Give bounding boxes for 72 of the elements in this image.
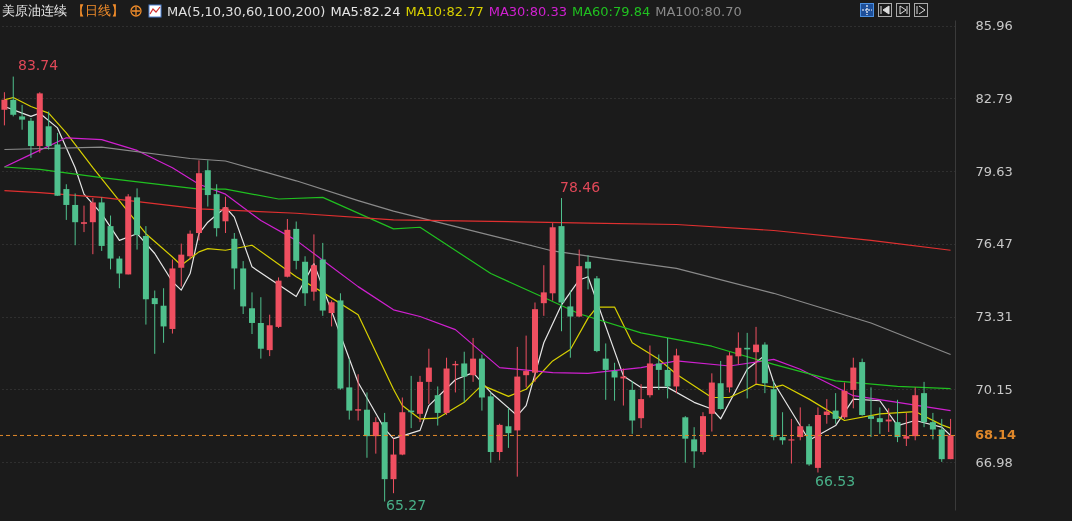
candlestick (10, 76, 17, 117)
candlestick (187, 229, 194, 260)
candlestick (540, 264, 547, 317)
chart-title: 美原油连续 (2, 2, 67, 20)
line-series (3, 190, 952, 251)
y-tick-label: 66.98 (975, 454, 1013, 470)
candlestick (611, 362, 618, 402)
text: MA30:80.33 (488, 3, 567, 19)
candlestick (868, 386, 874, 438)
y-tick-label: 79.63 (975, 163, 1013, 179)
annotation: 78.46 (560, 179, 601, 195)
legend-title: MA(5,10,30,60,100,200) (167, 3, 326, 19)
line-series (3, 146, 952, 356)
candlestick (160, 287, 167, 344)
candlestick (1, 91, 8, 126)
candlestick (470, 337, 477, 383)
y-tick-label: 82.79 (975, 90, 1013, 106)
candlestick (850, 357, 857, 409)
candlestick (753, 326, 760, 385)
y-tick-label: 73.31 (975, 309, 1013, 325)
candlestick (735, 331, 742, 365)
candlestick (691, 426, 698, 469)
candlestick (779, 411, 786, 446)
candlestick (876, 406, 883, 435)
candlestick (461, 351, 468, 403)
candlestick (72, 192, 79, 246)
candlestick (178, 243, 185, 288)
annotation: 65.27 (386, 497, 427, 513)
candlestick (116, 255, 123, 289)
candlestick (638, 383, 645, 429)
candlestick (63, 183, 70, 221)
y-tick-label: 85.96 (975, 18, 1013, 34)
candlestick (355, 373, 362, 422)
candlestick (505, 407, 512, 449)
text: MA100:80.70 (655, 3, 742, 19)
chart-subtitle: 【日线】 (72, 2, 124, 20)
candlestick (602, 342, 609, 401)
text: MA10:82.77 (405, 3, 484, 19)
candlestick (346, 358, 353, 421)
ref-line-label: 68.14 (975, 427, 1017, 443)
annotation: 83.74 (18, 57, 59, 73)
candlestick (523, 335, 530, 388)
candlestick (425, 348, 432, 405)
candlestick (585, 254, 592, 290)
candlestick (788, 418, 795, 465)
candlestick (151, 290, 158, 355)
candlestick (664, 337, 671, 399)
candlestick (89, 197, 96, 255)
text: MA5:82.24 (330, 3, 401, 19)
text: MA60:79.84 (571, 3, 651, 19)
line-series (3, 137, 952, 412)
candlestick (222, 196, 229, 234)
candlestick (797, 406, 804, 441)
candlestick (929, 412, 936, 440)
candlestick (328, 299, 335, 327)
candlestick (947, 418, 954, 460)
y-tick-label: 76.47 (975, 236, 1013, 252)
line-series (3, 166, 952, 390)
candlestick (45, 111, 52, 151)
candlestick (249, 291, 256, 335)
candlestick (372, 416, 379, 455)
candlestick (81, 205, 87, 233)
candlestick (832, 392, 839, 425)
candlestick (903, 412, 910, 447)
candlestick (19, 104, 26, 131)
candlestick (682, 415, 689, 464)
candlestick (434, 385, 441, 427)
candlestick (567, 290, 574, 359)
candlestick (655, 353, 662, 391)
y-tick-label: 70.15 (975, 381, 1013, 397)
annotation: 66.53 (815, 473, 856, 489)
candlestick (894, 399, 901, 443)
